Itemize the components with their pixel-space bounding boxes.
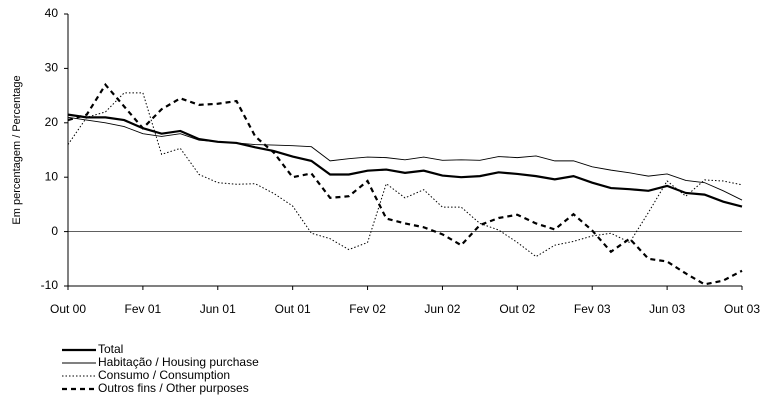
x-tick-label: Out 01	[275, 302, 311, 316]
x-tick-label: Out 02	[499, 302, 535, 316]
x-tick-label: Out 03	[724, 302, 760, 316]
series-line	[67, 82, 743, 286]
x-tick-label: Jun 01	[200, 302, 236, 316]
x-tick-label: Out 00	[50, 302, 86, 316]
y-tick-label: -10	[41, 278, 59, 292]
x-tick-label: Fev 03	[574, 302, 611, 316]
series-line	[67, 92, 743, 258]
x-tick-label: Fev 02	[349, 302, 386, 316]
y-tick-label: 0	[51, 224, 58, 238]
legend-label: Outros fins / Other purposes	[98, 381, 249, 395]
x-tick-label: Jun 03	[649, 302, 685, 316]
y-tick-label: 40	[45, 6, 59, 20]
x-tick-label: Fev 01	[125, 302, 162, 316]
series-line	[67, 116, 743, 201]
y-tick-label: 30	[45, 61, 59, 75]
y-tick-label: 10	[45, 169, 59, 183]
series-line	[67, 113, 743, 208]
legend-label: Consumo / Consumption	[98, 368, 230, 382]
x-tick-label: Jun 02	[424, 302, 460, 316]
y-axis-label: Em percentagem / Percentage	[11, 75, 23, 224]
y-tick-label: 20	[45, 115, 59, 129]
legend-label: Habitação / Housing purchase	[98, 355, 259, 369]
legend-label: Total	[98, 342, 123, 356]
